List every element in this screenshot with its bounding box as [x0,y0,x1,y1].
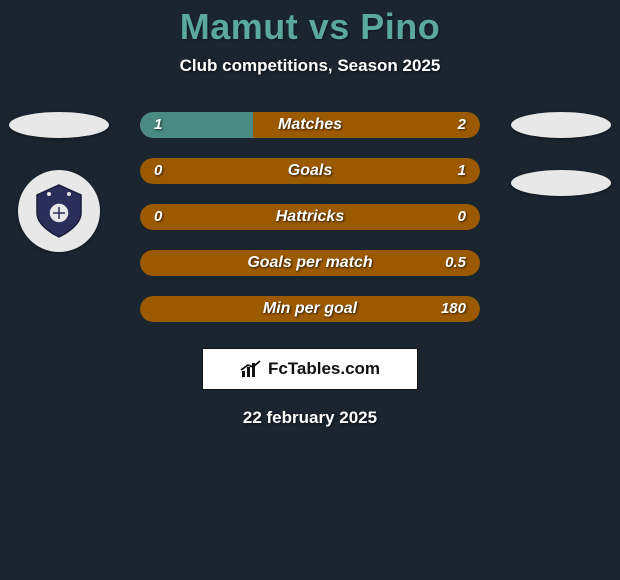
stat-label: Goals [140,158,480,184]
stat-bar: 0Hattricks0 [140,204,480,230]
date-label: 22 february 2025 [0,408,620,428]
content-area: 1Matches20Goals10Hattricks0Goals per mat… [0,112,620,428]
stat-bar: Min per goal180 [140,296,480,322]
right-player-column [506,112,616,196]
stat-right-value: 1 [458,158,466,184]
page-title: Mamut vs Pino [0,6,620,48]
stat-label: Hattricks [140,204,480,230]
stat-right-value: 0 [458,204,466,230]
left-player-flag [9,112,109,138]
stat-bar: 0Goals1 [140,158,480,184]
stat-bar: Goals per match0.5 [140,250,480,276]
stat-right-value: 0.5 [445,250,466,276]
stat-bars: 1Matches20Goals10Hattricks0Goals per mat… [140,112,480,322]
left-player-club-crest [18,170,100,252]
brand-chart-icon [240,359,262,379]
club-crest-icon [31,183,87,239]
stat-right-value: 180 [441,296,466,322]
right-player-club-badge [511,170,611,196]
stat-right-value: 2 [458,112,466,138]
brand-badge[interactable]: FcTables.com [202,348,418,390]
stat-label: Min per goal [140,296,480,322]
stat-label: Matches [140,112,480,138]
subtitle: Club competitions, Season 2025 [0,56,620,76]
right-player-flag [511,112,611,138]
comparison-card: Mamut vs Pino Club competitions, Season … [0,0,620,428]
brand-text: FcTables.com [268,359,380,379]
stat-label: Goals per match [140,250,480,276]
left-player-column [4,112,114,252]
stat-bar: 1Matches2 [140,112,480,138]
